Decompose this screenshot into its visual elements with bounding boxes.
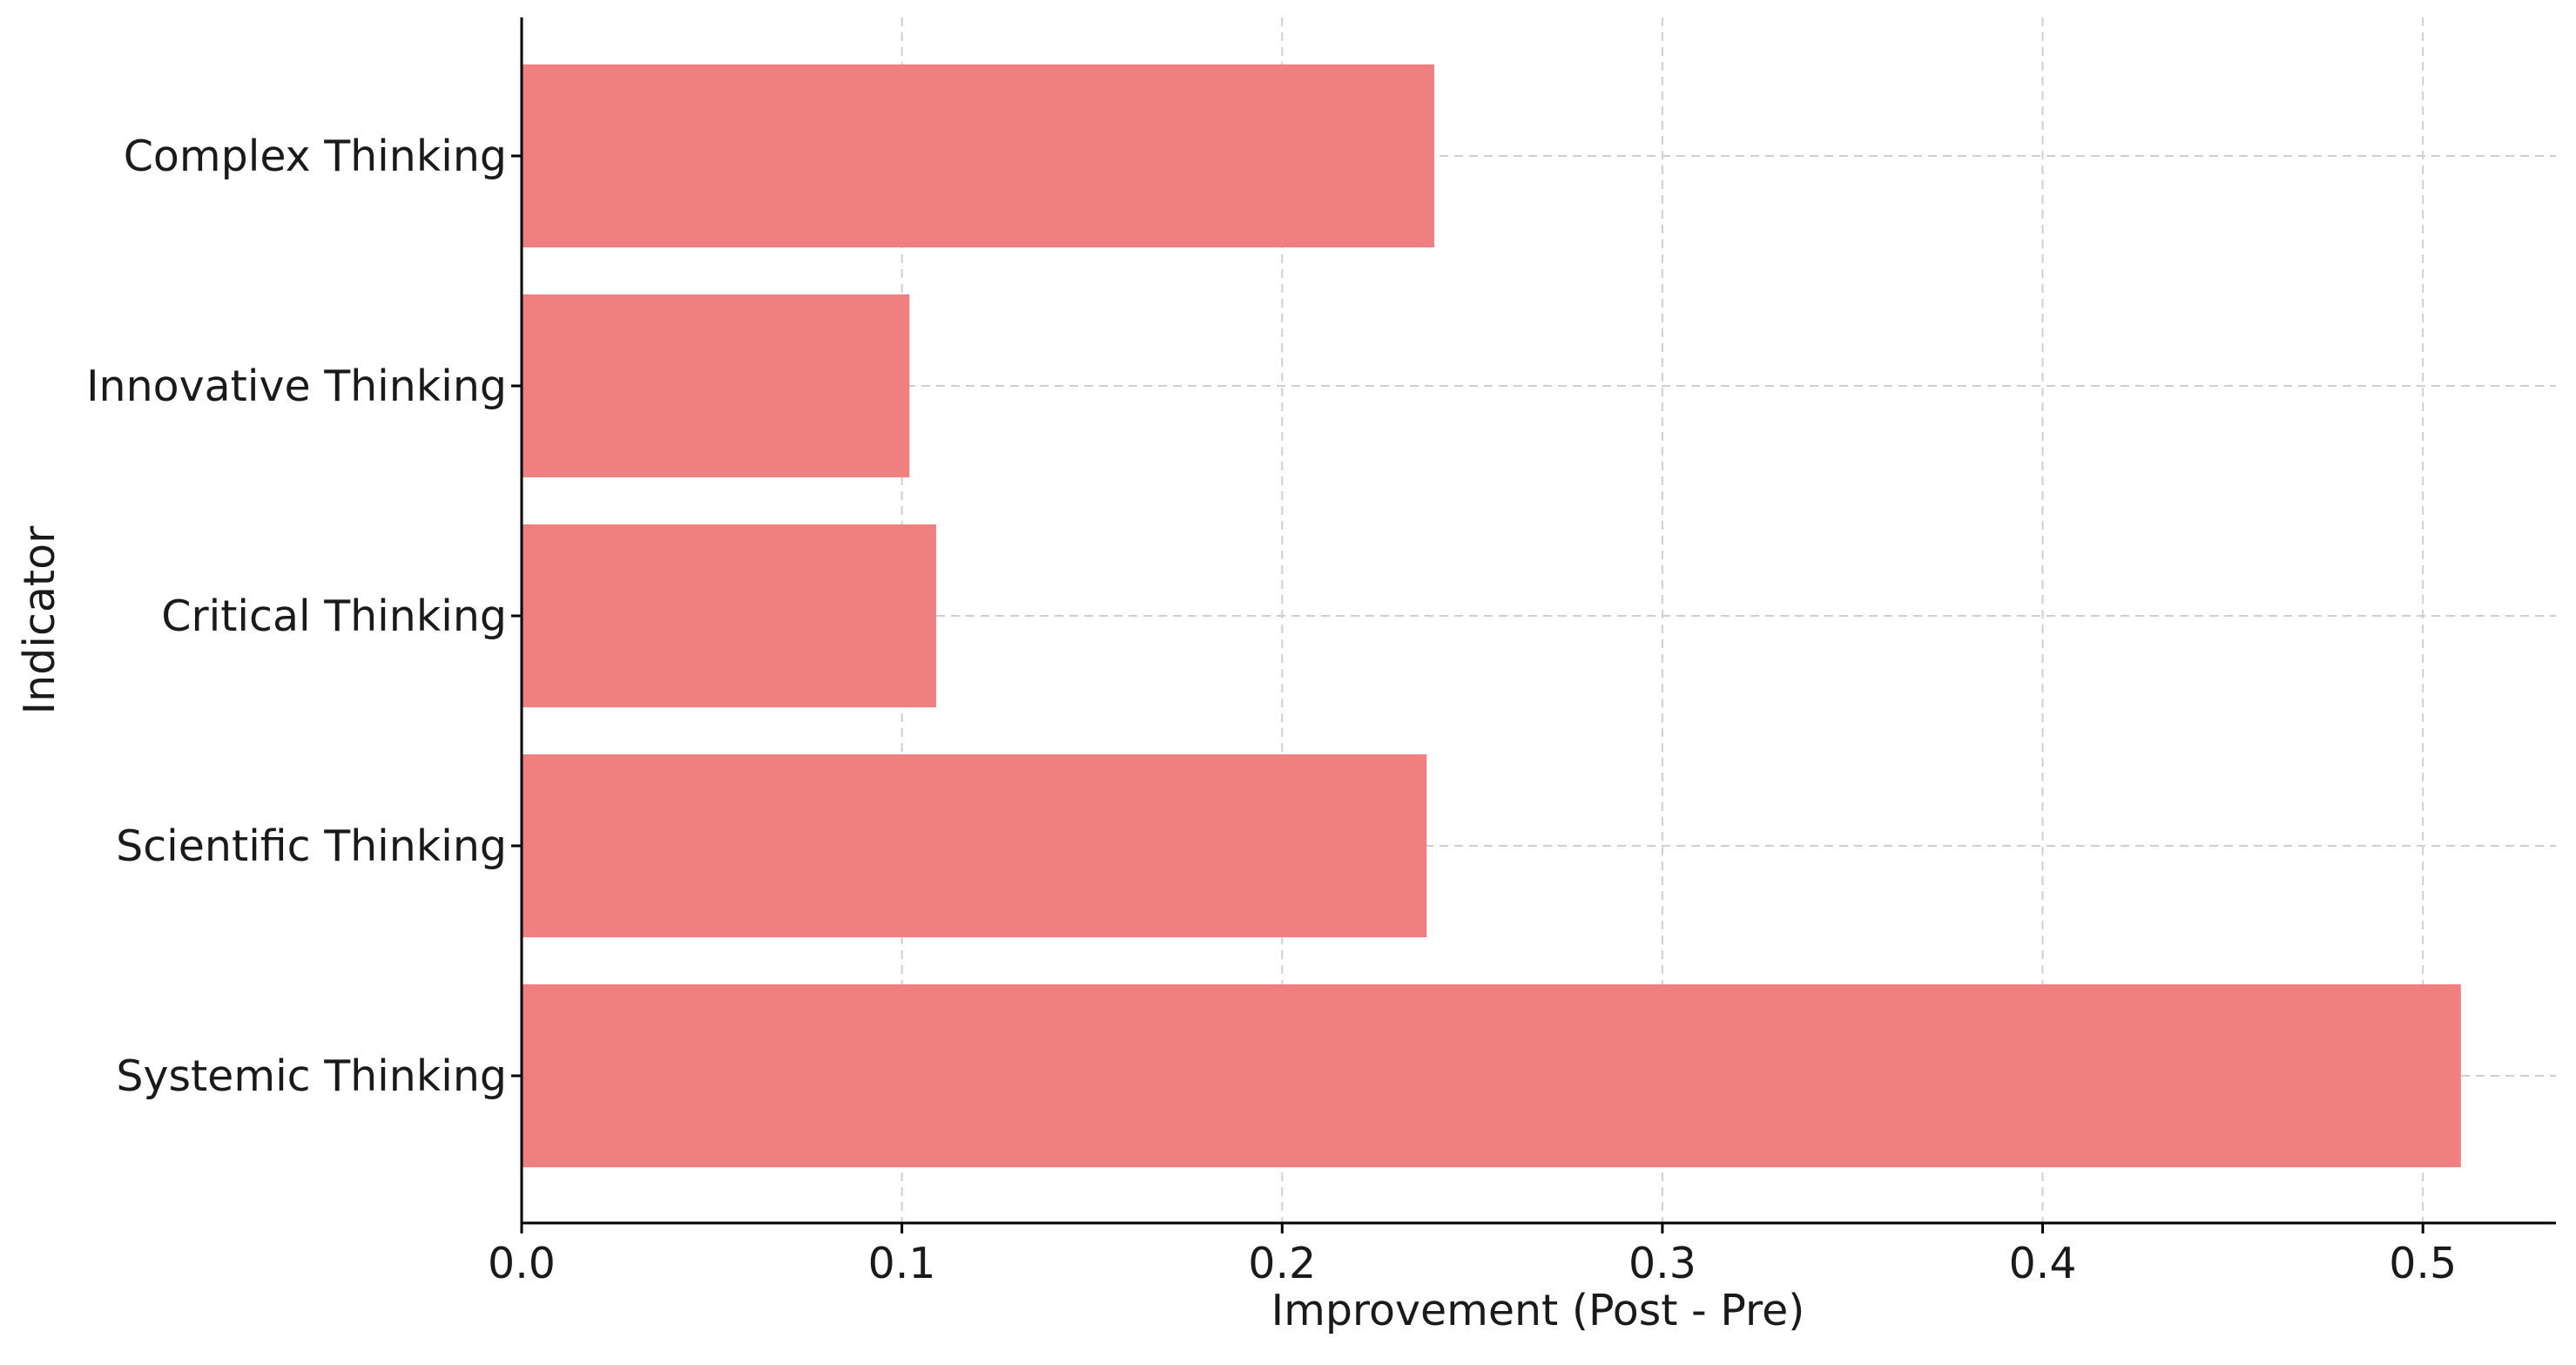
bar-scientific-thinking [522,754,1427,937]
axes [520,17,2556,1225]
x-axis-label: Improvement (Post - Pre) [1271,1286,1805,1335]
y-tick-label: Complex Thinking [124,132,507,181]
bars [522,64,2461,1167]
x-tick-label: 0.3 [1629,1239,1696,1288]
y-tick-label: Innovative Thinking [86,362,507,411]
y-axis-label: Indicator [15,525,64,714]
bar-complex-thinking [522,64,1434,247]
y-tick-label: Systemic Thinking [116,1051,507,1101]
y-tick-label: Scientific Thinking [116,821,507,871]
bar-systemic-thinking [522,984,2461,1167]
bar-critical-thinking [522,524,936,707]
x-tick-label: 0.4 [2009,1239,2077,1288]
y-tick-label: Critical Thinking [161,591,507,641]
bar-innovative-thinking [522,294,910,477]
x-tick-label: 0.2 [1248,1239,1316,1288]
x-tick-label: 0.1 [868,1239,936,1288]
x-tick-label: 0.5 [2389,1239,2457,1288]
x-tick-label: 0.0 [488,1239,556,1288]
ticks: 0.0 0.1 0.2 0.3 0.4 0.5 Complex Thinking Innova… [86,132,2457,1288]
